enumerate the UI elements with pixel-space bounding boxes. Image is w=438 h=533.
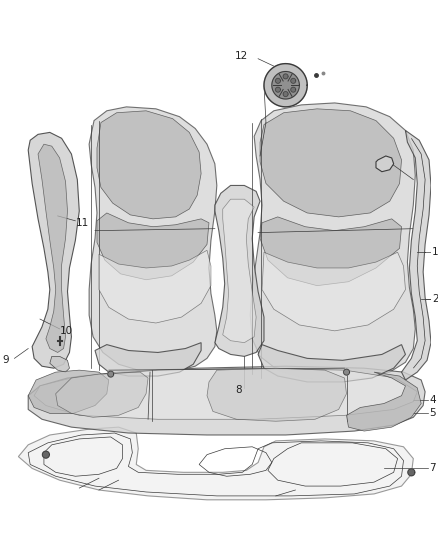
- Text: 1: 1: [432, 247, 438, 257]
- Polygon shape: [34, 368, 417, 419]
- Polygon shape: [18, 427, 413, 500]
- Polygon shape: [95, 343, 201, 376]
- Polygon shape: [276, 78, 280, 83]
- Text: 9: 9: [3, 356, 9, 365]
- Polygon shape: [260, 109, 402, 217]
- Polygon shape: [402, 131, 431, 380]
- Polygon shape: [215, 185, 264, 357]
- Polygon shape: [258, 345, 406, 382]
- Polygon shape: [291, 87, 296, 92]
- Polygon shape: [223, 199, 256, 343]
- Text: 11: 11: [75, 218, 88, 228]
- Polygon shape: [343, 369, 350, 375]
- Text: 7: 7: [429, 463, 436, 473]
- Polygon shape: [28, 132, 79, 368]
- Polygon shape: [89, 107, 217, 372]
- Polygon shape: [97, 213, 209, 280]
- Polygon shape: [283, 92, 288, 96]
- Polygon shape: [291, 78, 296, 83]
- Text: 2: 2: [432, 294, 438, 304]
- Polygon shape: [376, 156, 394, 172]
- Polygon shape: [250, 103, 415, 380]
- Polygon shape: [50, 357, 70, 372]
- Polygon shape: [346, 372, 421, 431]
- Text: 12: 12: [235, 51, 248, 61]
- Text: 5: 5: [429, 408, 436, 418]
- Polygon shape: [42, 451, 49, 458]
- Polygon shape: [283, 74, 288, 79]
- Polygon shape: [56, 372, 148, 417]
- Text: 8: 8: [235, 385, 242, 395]
- Polygon shape: [262, 252, 406, 331]
- Text: 10: 10: [60, 326, 73, 336]
- Polygon shape: [28, 370, 109, 414]
- Polygon shape: [207, 368, 346, 421]
- Polygon shape: [408, 469, 415, 476]
- Polygon shape: [38, 144, 67, 352]
- Polygon shape: [276, 87, 280, 92]
- Polygon shape: [28, 366, 425, 435]
- Polygon shape: [99, 251, 211, 323]
- Polygon shape: [97, 111, 201, 219]
- Polygon shape: [108, 371, 114, 377]
- Polygon shape: [272, 71, 299, 99]
- Text: 4: 4: [429, 394, 436, 405]
- Polygon shape: [260, 217, 402, 286]
- Polygon shape: [264, 63, 307, 107]
